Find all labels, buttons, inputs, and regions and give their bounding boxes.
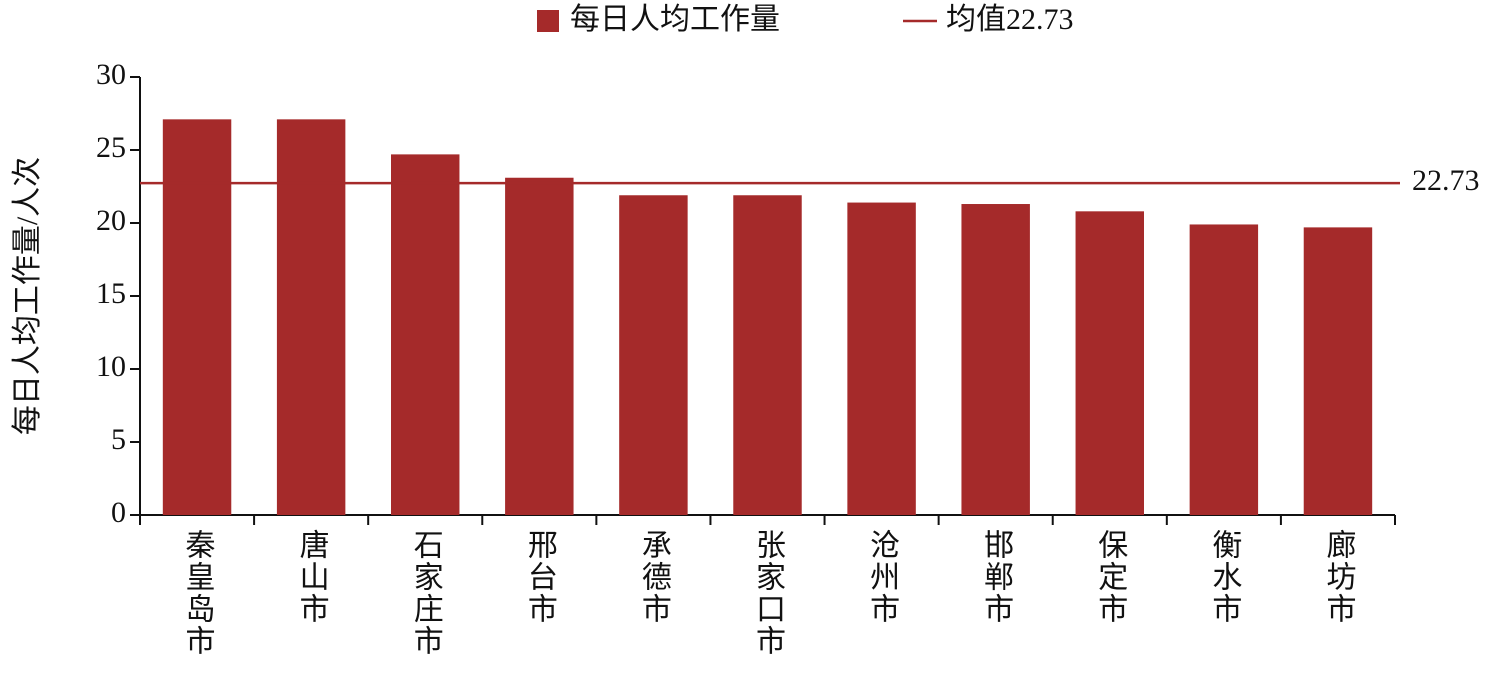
bar bbox=[619, 195, 688, 515]
y-tick-label: 25 bbox=[96, 131, 126, 164]
x-tick-label: 承德市 bbox=[637, 529, 672, 625]
y-tick-label: 0 bbox=[111, 496, 126, 529]
bar bbox=[276, 119, 346, 515]
bar bbox=[1189, 224, 1259, 515]
x-tick-label: 衡水市 bbox=[1207, 529, 1242, 625]
y-tick-label: 5 bbox=[111, 423, 126, 456]
x-tick-label: 邢台市 bbox=[523, 529, 558, 625]
x-tick-label: 张家口市 bbox=[751, 529, 785, 657]
legend-swatch bbox=[537, 10, 559, 32]
bar bbox=[391, 154, 460, 515]
x-tick-label: 唐山市 bbox=[295, 529, 330, 625]
x-tick-label: 保定市 bbox=[1093, 529, 1128, 625]
x-tick-label: 沧州市 bbox=[865, 529, 900, 625]
bar bbox=[1075, 211, 1144, 515]
legend-label: 均值22.73 bbox=[946, 3, 1074, 36]
bar bbox=[847, 202, 916, 515]
y-tick-label: 15 bbox=[96, 277, 126, 310]
legend-label: 每日人均工作量 bbox=[570, 3, 780, 36]
mean-line-label: 22.73 bbox=[1412, 164, 1480, 197]
bar bbox=[505, 177, 574, 516]
y-tick-label: 20 bbox=[96, 204, 126, 237]
bar bbox=[162, 119, 232, 515]
x-tick-label: 秦皇岛市 bbox=[181, 529, 216, 657]
bar bbox=[733, 195, 802, 515]
y-tick-label: 10 bbox=[96, 350, 126, 383]
bar bbox=[1303, 227, 1373, 515]
bar bbox=[961, 204, 1030, 515]
y-axis-title: 每日人均工作量/人次 bbox=[11, 157, 44, 435]
x-tick-label: 邯郸市 bbox=[979, 529, 1013, 625]
y-tick-label: 30 bbox=[96, 58, 126, 91]
x-tick-label: 石家庄市 bbox=[409, 529, 444, 657]
x-tick-label: 廊坊市 bbox=[1321, 529, 1356, 625]
